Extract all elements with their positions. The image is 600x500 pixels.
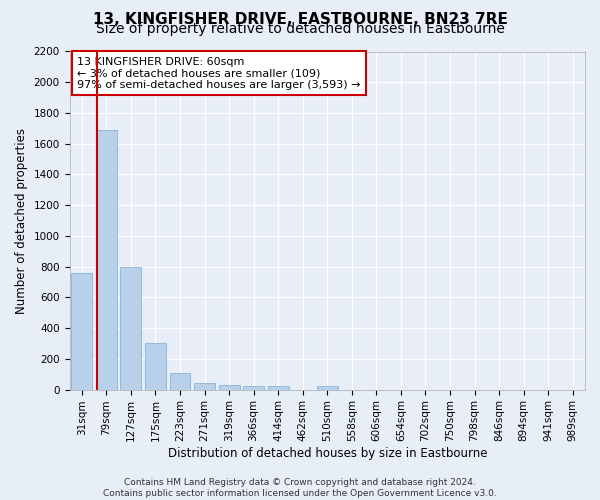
Bar xyxy=(218,384,239,390)
Bar xyxy=(243,386,264,390)
Text: 13, KINGFISHER DRIVE, EASTBOURNE, BN23 7RE: 13, KINGFISHER DRIVE, EASTBOURNE, BN23 7… xyxy=(92,12,508,28)
Bar xyxy=(121,268,142,390)
Bar xyxy=(71,273,92,390)
Bar xyxy=(194,382,215,390)
Y-axis label: Number of detached properties: Number of detached properties xyxy=(15,128,28,314)
Text: Contains HM Land Registry data © Crown copyright and database right 2024.
Contai: Contains HM Land Registry data © Crown c… xyxy=(103,478,497,498)
Text: Size of property relative to detached houses in Eastbourne: Size of property relative to detached ho… xyxy=(95,22,505,36)
Bar xyxy=(96,130,117,390)
Text: 13 KINGFISHER DRIVE: 60sqm
← 3% of detached houses are smaller (109)
97% of semi: 13 KINGFISHER DRIVE: 60sqm ← 3% of detac… xyxy=(77,56,361,90)
Bar xyxy=(268,386,289,390)
Bar xyxy=(170,372,190,390)
X-axis label: Distribution of detached houses by size in Eastbourne: Distribution of detached houses by size … xyxy=(167,447,487,460)
Bar xyxy=(317,386,338,390)
Bar xyxy=(145,344,166,390)
